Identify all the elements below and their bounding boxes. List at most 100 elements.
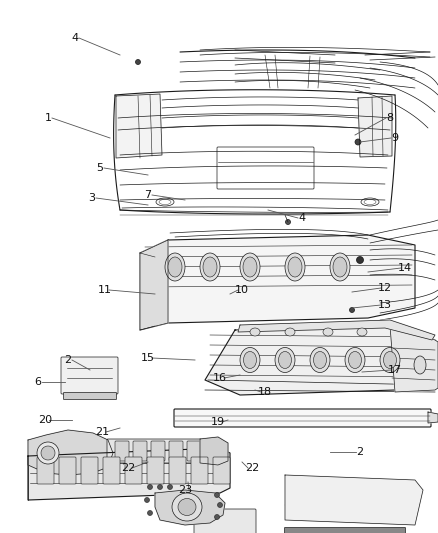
Polygon shape — [200, 437, 228, 465]
Text: 22: 22 — [245, 463, 259, 473]
Ellipse shape — [148, 484, 152, 489]
FancyBboxPatch shape — [115, 441, 129, 461]
Ellipse shape — [288, 257, 302, 277]
FancyBboxPatch shape — [125, 457, 142, 484]
FancyBboxPatch shape — [103, 457, 120, 484]
FancyBboxPatch shape — [174, 409, 431, 427]
Text: 7: 7 — [145, 190, 152, 200]
Text: 18: 18 — [258, 387, 272, 397]
FancyBboxPatch shape — [187, 441, 201, 461]
Text: 10: 10 — [235, 285, 249, 295]
Polygon shape — [28, 448, 230, 500]
Ellipse shape — [310, 348, 330, 373]
Ellipse shape — [285, 328, 295, 336]
Text: 6: 6 — [35, 377, 42, 387]
Text: 9: 9 — [392, 133, 399, 143]
Polygon shape — [358, 96, 392, 157]
Text: 3: 3 — [88, 193, 95, 203]
Polygon shape — [285, 475, 423, 525]
Ellipse shape — [244, 351, 257, 368]
Ellipse shape — [200, 253, 220, 281]
Ellipse shape — [330, 253, 350, 281]
Text: 21: 21 — [95, 427, 109, 437]
Ellipse shape — [414, 356, 426, 374]
Polygon shape — [140, 240, 168, 330]
Polygon shape — [140, 235, 415, 330]
Ellipse shape — [286, 220, 290, 224]
Ellipse shape — [148, 511, 152, 515]
Text: 8: 8 — [386, 113, 394, 123]
Text: 22: 22 — [121, 463, 135, 473]
Text: 14: 14 — [398, 263, 412, 273]
FancyBboxPatch shape — [133, 441, 147, 461]
Text: 15: 15 — [141, 353, 155, 363]
Ellipse shape — [240, 348, 260, 373]
Ellipse shape — [41, 446, 55, 460]
Polygon shape — [390, 325, 438, 392]
FancyBboxPatch shape — [151, 441, 165, 461]
Ellipse shape — [178, 498, 196, 515]
Ellipse shape — [285, 253, 305, 281]
FancyBboxPatch shape — [107, 439, 204, 463]
Ellipse shape — [350, 308, 354, 312]
Ellipse shape — [135, 60, 141, 64]
FancyBboxPatch shape — [147, 457, 164, 484]
Text: 1: 1 — [45, 113, 52, 123]
FancyBboxPatch shape — [59, 457, 76, 484]
Ellipse shape — [145, 497, 149, 503]
Text: 23: 23 — [178, 485, 192, 495]
Text: 11: 11 — [98, 285, 112, 295]
Ellipse shape — [250, 328, 260, 336]
Polygon shape — [428, 412, 438, 423]
Ellipse shape — [167, 484, 173, 489]
Polygon shape — [155, 490, 225, 525]
Ellipse shape — [37, 442, 59, 464]
Ellipse shape — [345, 348, 365, 373]
Text: 4: 4 — [71, 33, 78, 43]
FancyBboxPatch shape — [81, 457, 98, 484]
Ellipse shape — [357, 328, 367, 336]
Ellipse shape — [243, 257, 257, 277]
Ellipse shape — [203, 257, 217, 277]
Ellipse shape — [165, 253, 185, 281]
Text: 12: 12 — [378, 283, 392, 293]
Ellipse shape — [218, 503, 223, 507]
Ellipse shape — [215, 492, 219, 497]
Ellipse shape — [215, 514, 219, 520]
FancyBboxPatch shape — [169, 457, 186, 484]
Ellipse shape — [380, 348, 400, 373]
Text: 20: 20 — [38, 415, 52, 425]
Ellipse shape — [314, 351, 326, 368]
Ellipse shape — [384, 351, 396, 368]
FancyBboxPatch shape — [213, 457, 230, 484]
Polygon shape — [238, 320, 435, 340]
Text: 5: 5 — [96, 163, 103, 173]
Text: 13: 13 — [378, 300, 392, 310]
Polygon shape — [116, 94, 162, 158]
Text: 4: 4 — [298, 213, 306, 223]
Ellipse shape — [158, 484, 162, 489]
FancyBboxPatch shape — [285, 528, 406, 533]
Ellipse shape — [323, 328, 333, 336]
Ellipse shape — [168, 257, 182, 277]
Ellipse shape — [349, 351, 361, 368]
FancyBboxPatch shape — [61, 357, 118, 394]
Text: 2: 2 — [64, 355, 71, 365]
Ellipse shape — [333, 257, 347, 277]
FancyBboxPatch shape — [169, 441, 183, 461]
Text: 17: 17 — [388, 365, 402, 375]
Text: 16: 16 — [213, 373, 227, 383]
Polygon shape — [205, 325, 435, 395]
Ellipse shape — [275, 348, 295, 373]
FancyBboxPatch shape — [37, 457, 54, 484]
Ellipse shape — [357, 256, 364, 263]
Ellipse shape — [172, 493, 202, 521]
Text: 19: 19 — [211, 417, 225, 427]
FancyBboxPatch shape — [64, 392, 117, 400]
FancyBboxPatch shape — [191, 457, 208, 484]
Ellipse shape — [279, 351, 292, 368]
Ellipse shape — [240, 253, 260, 281]
Polygon shape — [28, 430, 113, 475]
Ellipse shape — [355, 139, 361, 145]
FancyBboxPatch shape — [194, 509, 256, 533]
